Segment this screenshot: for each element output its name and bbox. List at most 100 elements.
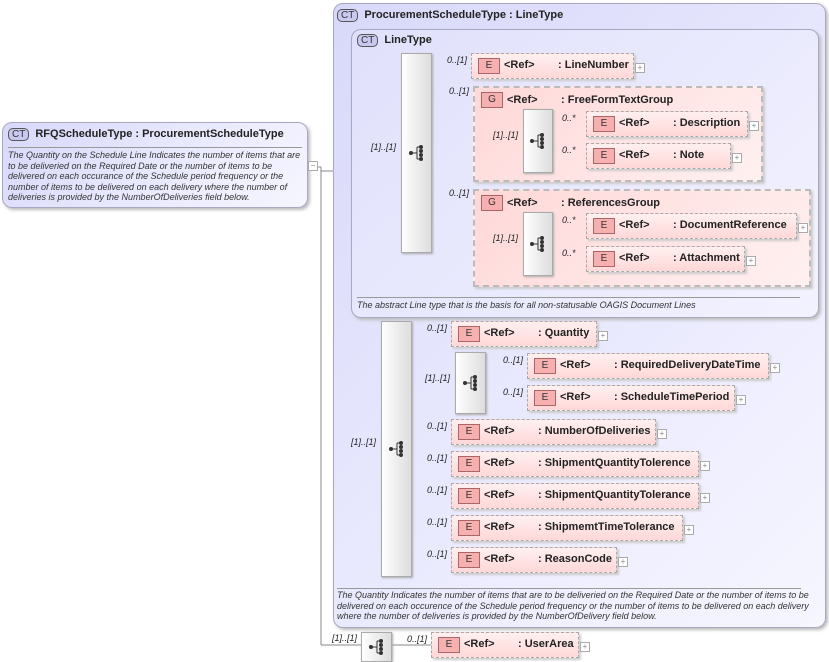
cardinality-label: 0..[1] xyxy=(427,453,448,463)
cardinality-label: 0..[1] xyxy=(427,549,448,559)
cardinality-label: [1]..[1] xyxy=(425,373,451,383)
expand-button[interactable]: + xyxy=(736,395,746,405)
group-name: : ReferencesGroup xyxy=(561,197,661,209)
element-requireddeliverydatetime[interactable]: E <Ref> : RequiredDeliveryDateTime xyxy=(527,353,769,379)
element-shipmentquantitytolerance[interactable]: E <Ref> : ShipmentQuantityTolerance xyxy=(451,483,699,509)
element-quantity[interactable]: E <Ref>: Quantity xyxy=(451,321,597,347)
element-reasoncode[interactable]: E <Ref>: ReasonCode xyxy=(451,547,617,573)
element-name: : ShipmemtTimeTolerance xyxy=(538,521,675,533)
element-icon: E xyxy=(593,116,615,132)
element-attachment[interactable]: E <Ref>: Attachment xyxy=(586,246,745,272)
element-name: : ShipmentQuantityTolerance xyxy=(538,489,691,501)
element-name: : Quantity xyxy=(538,327,590,339)
expand-button[interactable]: + xyxy=(635,63,645,73)
cardinality-label: 0..* xyxy=(562,248,576,258)
cardinality-label: 0..[1] xyxy=(427,421,448,431)
sequence-compositor[interactable] xyxy=(361,632,392,662)
cardinality-label: 0..* xyxy=(562,145,576,155)
linetype-title: LineType xyxy=(384,34,432,46)
root-complex-type-box[interactable]: CT RFQScheduleType : ProcurementScheduleT… xyxy=(2,122,308,208)
element-shipmentquantitytolerence[interactable]: E <Ref> : ShipmentQuantityTolerence xyxy=(451,451,699,477)
group-name: : FreeFormTextGroup xyxy=(561,94,674,106)
cardinality-label: 0..[1] xyxy=(427,485,448,495)
outer-title: ProcurementScheduleType : LineType xyxy=(364,9,564,21)
sequence-compositor[interactable] xyxy=(401,53,432,253)
element-name: : RequiredDeliveryDateTime xyxy=(614,359,761,371)
expand-button[interactable]: + xyxy=(700,461,710,471)
expand-button[interactable]: + xyxy=(598,331,608,341)
element-description[interactable]: E <Ref> : Description xyxy=(586,111,748,137)
element-documentreference[interactable]: E <Ref>: DocumentReference xyxy=(586,213,797,239)
ref-label: <Ref> xyxy=(504,59,535,71)
element-scheduletimeperiod[interactable]: E <Ref>: ScheduleTimePeriod xyxy=(527,385,735,411)
outer-description: The Quantity Indicates the number of ite… xyxy=(337,590,809,621)
divider xyxy=(357,297,800,298)
element-shipmemttimetolerance[interactable]: E <Ref> : ShipmemtTimeTolerance xyxy=(451,515,683,541)
expand-button[interactable]: + xyxy=(770,363,780,373)
expand-button[interactable]: + xyxy=(684,525,694,535)
element-icon: E xyxy=(458,520,480,536)
sequence-compositor[interactable] xyxy=(523,212,553,276)
cardinality-label: 0..[1] xyxy=(503,387,524,397)
element-name: : DocumentReference xyxy=(673,219,787,231)
element-icon: E xyxy=(458,488,480,504)
ref-label: <Ref> xyxy=(484,457,515,469)
cardinality-label: 0..[1] xyxy=(503,355,524,365)
ref-label: <Ref> xyxy=(484,521,515,533)
expand-button[interactable]: + xyxy=(580,642,590,652)
element-icon: E xyxy=(593,148,615,164)
cardinality-label: [1]..[1] xyxy=(351,437,377,447)
element-name: : NumberOfDeliveries xyxy=(538,425,651,437)
element-icon: E xyxy=(478,58,500,74)
ref-label: <Ref> xyxy=(619,219,650,231)
ref-label: <Ref> xyxy=(560,359,591,371)
complex-type-icon: CT xyxy=(8,128,30,141)
cardinality-label: 0..[1] xyxy=(447,55,468,65)
expand-button[interactable]: + xyxy=(732,153,742,163)
element-icon: E xyxy=(438,637,460,653)
cardinality-label: 0..[1] xyxy=(407,634,428,644)
collapse-button[interactable]: − xyxy=(308,161,318,171)
cardinality-label: 0..[1] xyxy=(449,188,470,198)
element-note[interactable]: E <Ref>: Note xyxy=(586,143,731,169)
ref-label: <Ref> xyxy=(484,553,515,565)
element-icon: E xyxy=(458,456,480,472)
expand-button[interactable]: + xyxy=(749,121,759,131)
divider xyxy=(8,147,302,148)
ref-label: <Ref> xyxy=(560,391,591,403)
sequence-compositor[interactable] xyxy=(455,352,486,414)
cardinality-label: 0..[1] xyxy=(427,517,448,527)
sequence-compositor[interactable] xyxy=(523,109,553,173)
expand-button[interactable]: + xyxy=(657,429,667,439)
expand-button[interactable]: + xyxy=(746,256,756,266)
cardinality-label: [1]..[1] xyxy=(332,633,358,643)
expand-button[interactable]: + xyxy=(798,223,808,233)
element-userarea[interactable]: E <Ref>: UserArea xyxy=(431,632,579,658)
element-name: : ShipmentQuantityTolerence xyxy=(538,457,691,469)
element-icon: E xyxy=(458,424,480,440)
element-icon: E xyxy=(534,390,556,406)
element-icon: E xyxy=(458,326,480,342)
cardinality-label: [1]..[1] xyxy=(493,130,519,140)
ref-label: <Ref> xyxy=(507,94,538,106)
cardinality-label: 0..* xyxy=(562,215,576,225)
cardinality-label: 0..[1] xyxy=(427,323,448,333)
element-numberofdeliveries[interactable]: E <Ref> : NumberOfDeliveries xyxy=(451,419,656,445)
cardinality-label: [1]..[1] xyxy=(371,142,397,152)
element-name: : Description xyxy=(673,117,741,129)
element-name: : Attachment xyxy=(673,252,740,264)
ref-label: <Ref> xyxy=(619,117,650,129)
sequence-compositor[interactable] xyxy=(381,321,412,577)
complex-type-icon: CT xyxy=(337,9,359,22)
root-title: RFQScheduleType : ProcurementScheduleTyp… xyxy=(35,128,284,140)
expand-button[interactable]: + xyxy=(700,493,710,503)
element-linenumber[interactable]: E <Ref>: LineNumber xyxy=(471,53,634,79)
element-name: : ReasonCode xyxy=(538,553,612,565)
element-icon: E xyxy=(534,358,556,374)
cardinality-label: 0..[1] xyxy=(449,86,470,96)
ref-label: <Ref> xyxy=(484,425,515,437)
ref-label: <Ref> xyxy=(484,489,515,501)
ref-label: <Ref> xyxy=(507,197,538,209)
expand-button[interactable]: + xyxy=(618,557,628,567)
group-icon: G xyxy=(481,195,503,211)
